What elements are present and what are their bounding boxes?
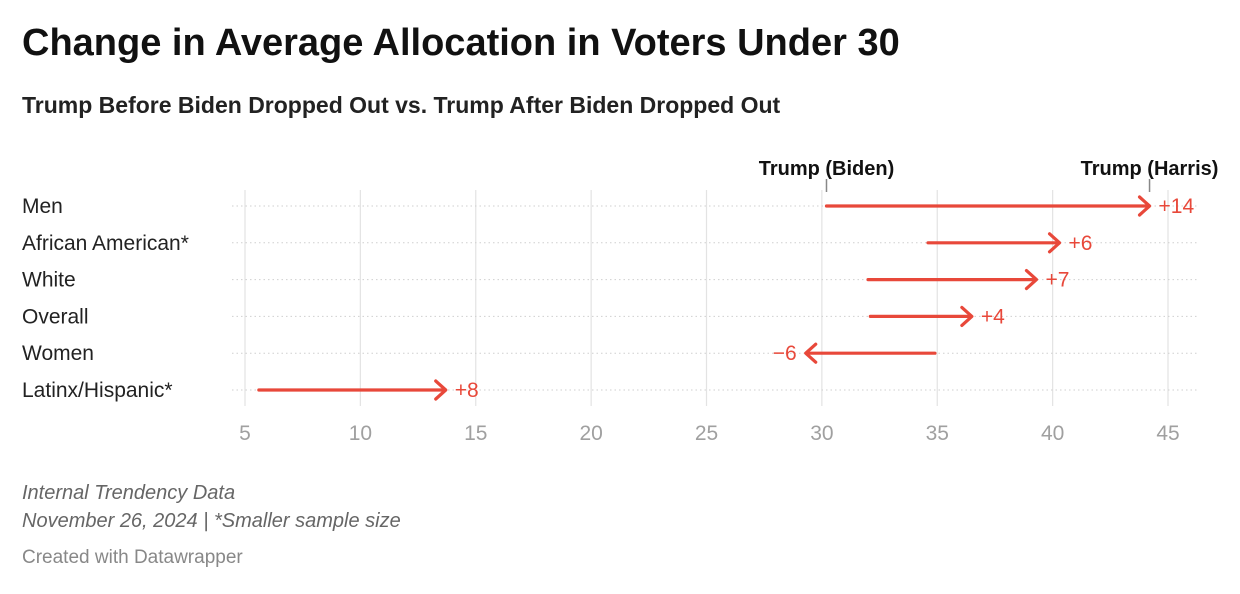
row-label: African American* [22,232,189,255]
row-label: Men [22,195,63,218]
arrow-head [1047,232,1062,254]
arrow-chart: 5 10 15 20 25 30 35 40 45 Men African American* Whi… [22,158,1219,445]
credit-link[interactable]: Created with Datawrapper [22,547,243,568]
x-tick-label: 35 [926,422,949,445]
arrow-head [804,342,818,364]
x-tick-label: 40 [1041,422,1064,445]
x-tick-label: 10 [349,422,372,445]
date-note: November 26, 2024 | *Smaller sample size [22,510,401,532]
change-label: +14 [1159,195,1195,218]
row-label: Latinx/Hispanic* [22,379,173,402]
arrow-head [1137,195,1152,217]
x-tick-label: 20 [579,422,602,445]
x-tick-label: 25 [695,422,718,445]
change-label: +8 [455,379,479,402]
change-label: +4 [981,305,1005,328]
arrow-head [960,305,974,327]
arrow-head [1024,269,1039,291]
change-label: +7 [1045,269,1069,292]
column-label: Trump (Biden) [759,158,895,180]
x-tick-label: 5 [239,422,251,445]
chart-subtitle: Trump Before Biden Dropped Out vs. Trump… [22,92,781,118]
x-tick-label: 45 [1156,422,1179,445]
row-label: Overall [22,305,89,328]
source-note: Internal Trendency Data [22,482,236,504]
change-label: −6 [773,342,797,365]
row-label: Women [22,342,94,365]
chart-title: Change in Average Allocation in Voters U… [22,22,900,64]
arrow-head [434,379,448,401]
row-label: White [22,269,76,292]
x-tick-label: 15 [464,422,487,445]
x-tick-label: 30 [810,422,833,445]
change-label: +6 [1069,232,1093,255]
column-label: Trump (Harris) [1081,158,1219,180]
